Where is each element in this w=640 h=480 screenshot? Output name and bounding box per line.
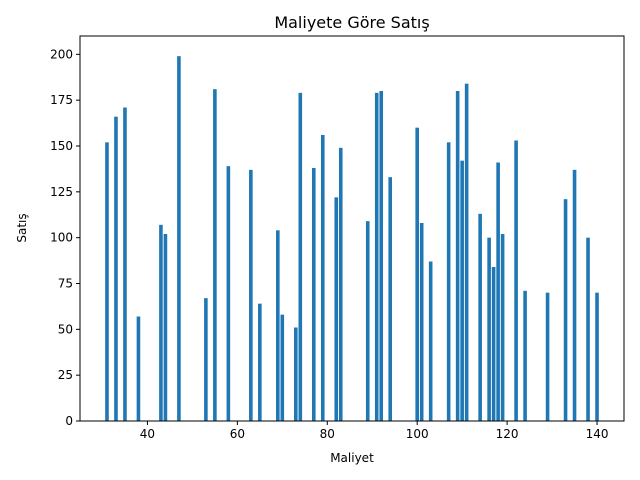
plot-frame bbox=[79, 35, 625, 422]
bar-92 bbox=[379, 91, 384, 421]
x-tick-label: 100 bbox=[406, 427, 429, 441]
bar-107 bbox=[446, 142, 451, 422]
bar-111 bbox=[464, 83, 469, 422]
bar-35 bbox=[123, 107, 127, 421]
bar-124 bbox=[523, 290, 527, 421]
bar-77 bbox=[311, 168, 316, 421]
bar-74 bbox=[298, 92, 303, 421]
bar-53 bbox=[204, 298, 208, 421]
bar-55 bbox=[213, 89, 217, 422]
x-axis-label: Maliyet bbox=[330, 451, 374, 465]
bar-109 bbox=[455, 91, 460, 421]
bar-129 bbox=[545, 292, 550, 421]
x-tick-label: 80 bbox=[320, 427, 335, 441]
bars-group bbox=[105, 56, 599, 422]
y-tick-label: 100 bbox=[50, 231, 73, 245]
bar-119 bbox=[500, 234, 505, 421]
y-tick-label: 25 bbox=[58, 368, 73, 382]
bar-73 bbox=[294, 327, 298, 421]
bar-135 bbox=[572, 169, 577, 421]
bar-43 bbox=[159, 224, 163, 421]
x-tick-label: 120 bbox=[496, 427, 519, 441]
bar-133 bbox=[563, 199, 568, 421]
bar-103 bbox=[428, 261, 433, 421]
chart-title: Maliyete Göre Satış bbox=[274, 13, 429, 32]
bar-94 bbox=[388, 177, 393, 421]
bar-47 bbox=[177, 56, 181, 422]
bar-138 bbox=[586, 237, 590, 421]
y-tick-label: 125 bbox=[50, 185, 73, 199]
x-axis-ticks: 40 60 80 100 120 140 bbox=[140, 421, 609, 441]
y-tick-label: 75 bbox=[58, 277, 73, 291]
bar-65 bbox=[258, 303, 262, 421]
bar-89 bbox=[365, 221, 370, 421]
bar-82 bbox=[334, 197, 339, 421]
bar-101 bbox=[419, 223, 424, 421]
bar-118 bbox=[496, 162, 500, 421]
y-tick-label: 0 bbox=[65, 414, 73, 428]
bar-31 bbox=[105, 142, 109, 422]
bar-63 bbox=[249, 169, 253, 421]
bar-122 bbox=[514, 140, 518, 421]
bar-117 bbox=[491, 267, 496, 421]
x-tick-label: 140 bbox=[586, 427, 609, 441]
bar-116 bbox=[487, 237, 491, 421]
x-tick-label: 60 bbox=[230, 427, 245, 441]
bar-83 bbox=[338, 147, 343, 422]
y-tick-label: 175 bbox=[50, 93, 73, 107]
y-tick-label: 150 bbox=[50, 139, 73, 153]
bar-140 bbox=[595, 292, 599, 421]
bar-79 bbox=[320, 135, 325, 421]
y-tick-label: 200 bbox=[50, 47, 73, 61]
y-axis-ticks: 0 25 50 75 100 125 150 175 200 bbox=[50, 47, 80, 428]
bar-38 bbox=[136, 316, 141, 421]
bar-110 bbox=[460, 160, 464, 421]
bar-70 bbox=[280, 314, 285, 421]
bar-44 bbox=[163, 234, 168, 421]
bar-69 bbox=[276, 230, 280, 421]
bar-91 bbox=[374, 92, 379, 421]
y-tick-label: 50 bbox=[58, 322, 73, 336]
bar-114 bbox=[478, 213, 482, 421]
bar-58 bbox=[226, 166, 231, 421]
x-tick-label: 40 bbox=[140, 427, 155, 441]
bar-33 bbox=[114, 116, 118, 422]
y-axis-label: Satış bbox=[15, 213, 29, 242]
bar-100 bbox=[415, 127, 419, 422]
